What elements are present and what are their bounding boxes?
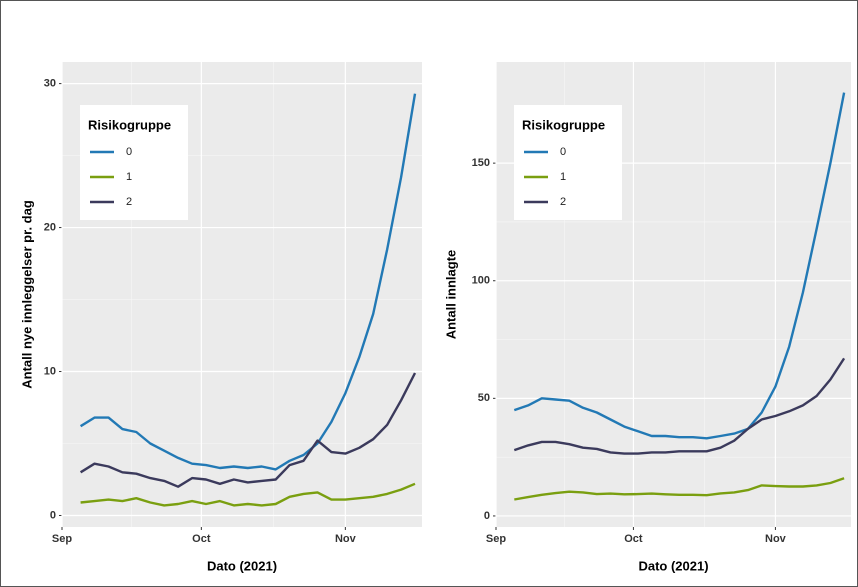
y-tick-label: 0 [50, 509, 56, 521]
legend-title: Risikogruppe [88, 117, 171, 132]
legend-label: 1 [560, 171, 566, 183]
x-tick-label: Oct [624, 533, 643, 545]
y-tick-label: 150 [472, 157, 490, 169]
y-tick-label: 50 [478, 392, 490, 404]
y-tick-label: 100 [472, 275, 490, 287]
series-line [513, 357, 846, 455]
y-axis-title: Antall innlagte [443, 250, 458, 340]
x-axis-title: Dato (2021) [207, 558, 277, 573]
legend-label: 0 [126, 146, 132, 158]
series-line [514, 477, 845, 501]
x-tick-label: Sep [486, 533, 506, 545]
y-tick-label: 0 [484, 510, 490, 522]
series-line [80, 482, 416, 507]
x-tick-label: Nov [335, 533, 357, 545]
y-axis-title: Antall nye innleggelser pr. dag [19, 200, 34, 389]
x-tick-label: Oct [192, 533, 211, 545]
series-line [79, 372, 417, 488]
series-line [79, 93, 417, 471]
y-tick-label: 20 [44, 221, 56, 233]
series-line [513, 92, 846, 440]
legend-label: 1 [126, 171, 132, 183]
legend-label: 2 [126, 196, 132, 208]
y-tick-label: 10 [44, 365, 56, 377]
legend-label: 2 [560, 196, 566, 208]
legend-label: 0 [560, 146, 566, 158]
legend-title: Risikogruppe [522, 117, 605, 132]
x-tick-label: Nov [765, 533, 787, 545]
y-tick-label: 30 [44, 78, 56, 90]
x-tick-label: Sep [52, 533, 72, 545]
x-axis-title: Dato (2021) [638, 558, 708, 573]
